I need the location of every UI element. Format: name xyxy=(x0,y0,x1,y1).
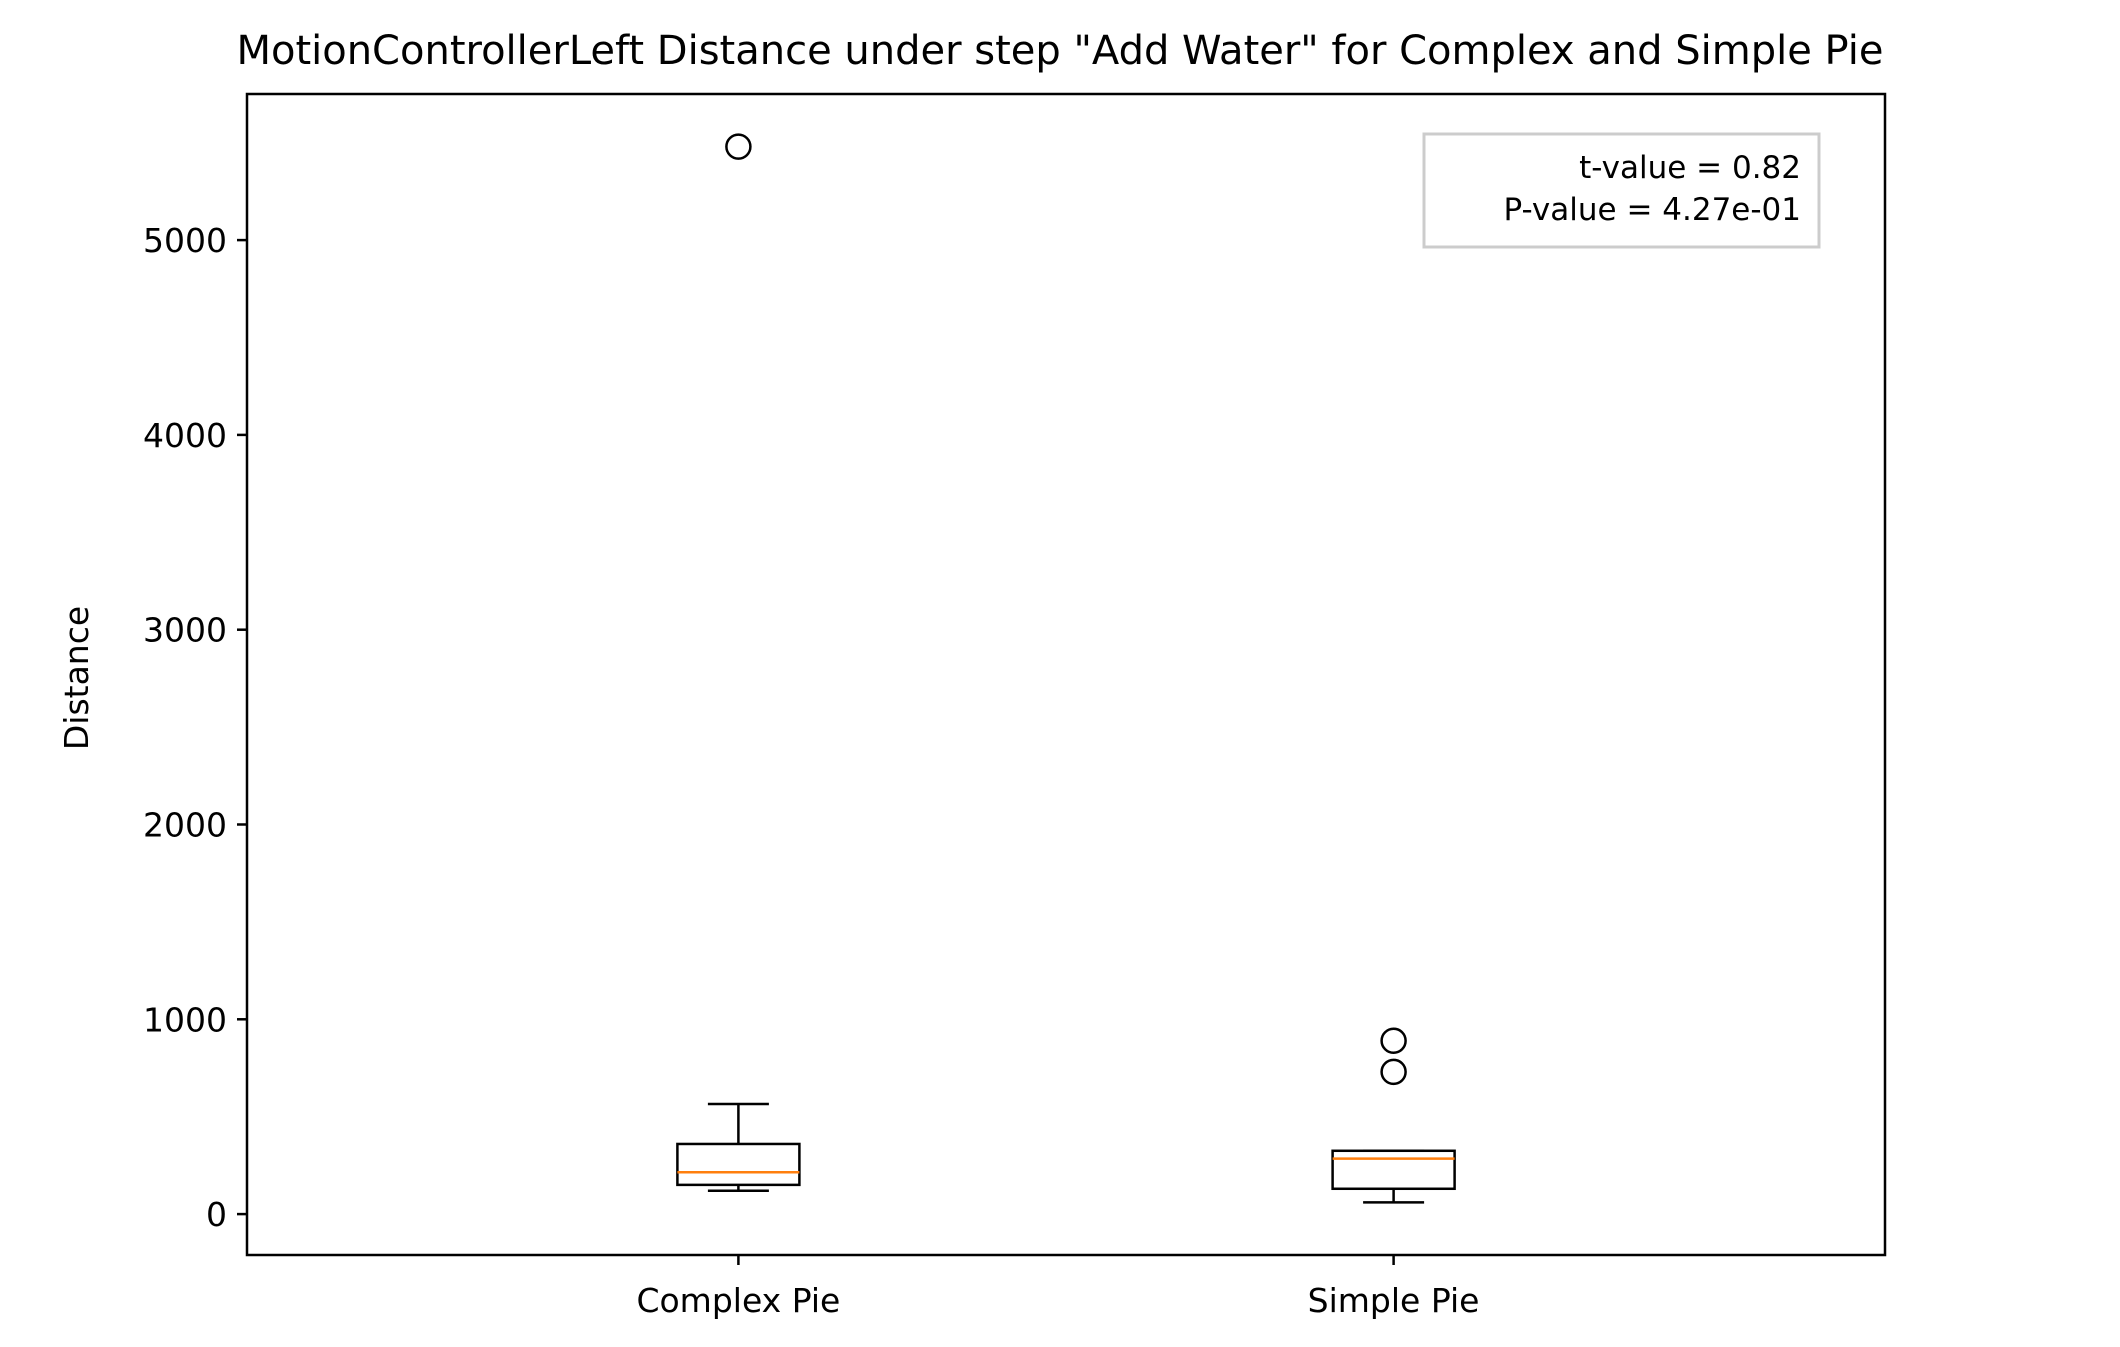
plot-frame xyxy=(245,92,1887,1257)
annotation-box xyxy=(1422,132,1821,249)
plot-area: 0 1000 2000 3000 4000 5000 Complex Pie Simple P… xyxy=(143,133,1480,1320)
iqr-box xyxy=(1331,1149,1456,1191)
outlier-point xyxy=(1380,1027,1407,1054)
y-tick-label: 3000 xyxy=(143,611,227,650)
outlier-point xyxy=(1380,1058,1407,1086)
stats-annotation: t-value = 0.82 P-value = 4.27e-01 xyxy=(1422,132,1821,249)
y-tick-label: 4000 xyxy=(143,416,227,455)
y-axis-label: Distance xyxy=(57,606,96,750)
p-value-text: P-value = 4.27e-01 xyxy=(1504,192,1801,228)
x-tick-label: Complex Pie xyxy=(636,1281,840,1320)
y-tick-label: 2000 xyxy=(143,805,227,844)
outlier-point xyxy=(725,133,752,160)
iqr-box xyxy=(676,1142,801,1187)
x-tick-label: Simple Pie xyxy=(1308,1281,1480,1320)
y-tick-label: 0 xyxy=(206,1195,227,1234)
y-tick-label: 1000 xyxy=(143,1000,227,1039)
chart-title: MotionControllerLeft Distance under step… xyxy=(236,28,1883,74)
y-tick-label: 5000 xyxy=(143,221,227,260)
t-value-text: t-value = 0.82 xyxy=(1579,150,1801,186)
